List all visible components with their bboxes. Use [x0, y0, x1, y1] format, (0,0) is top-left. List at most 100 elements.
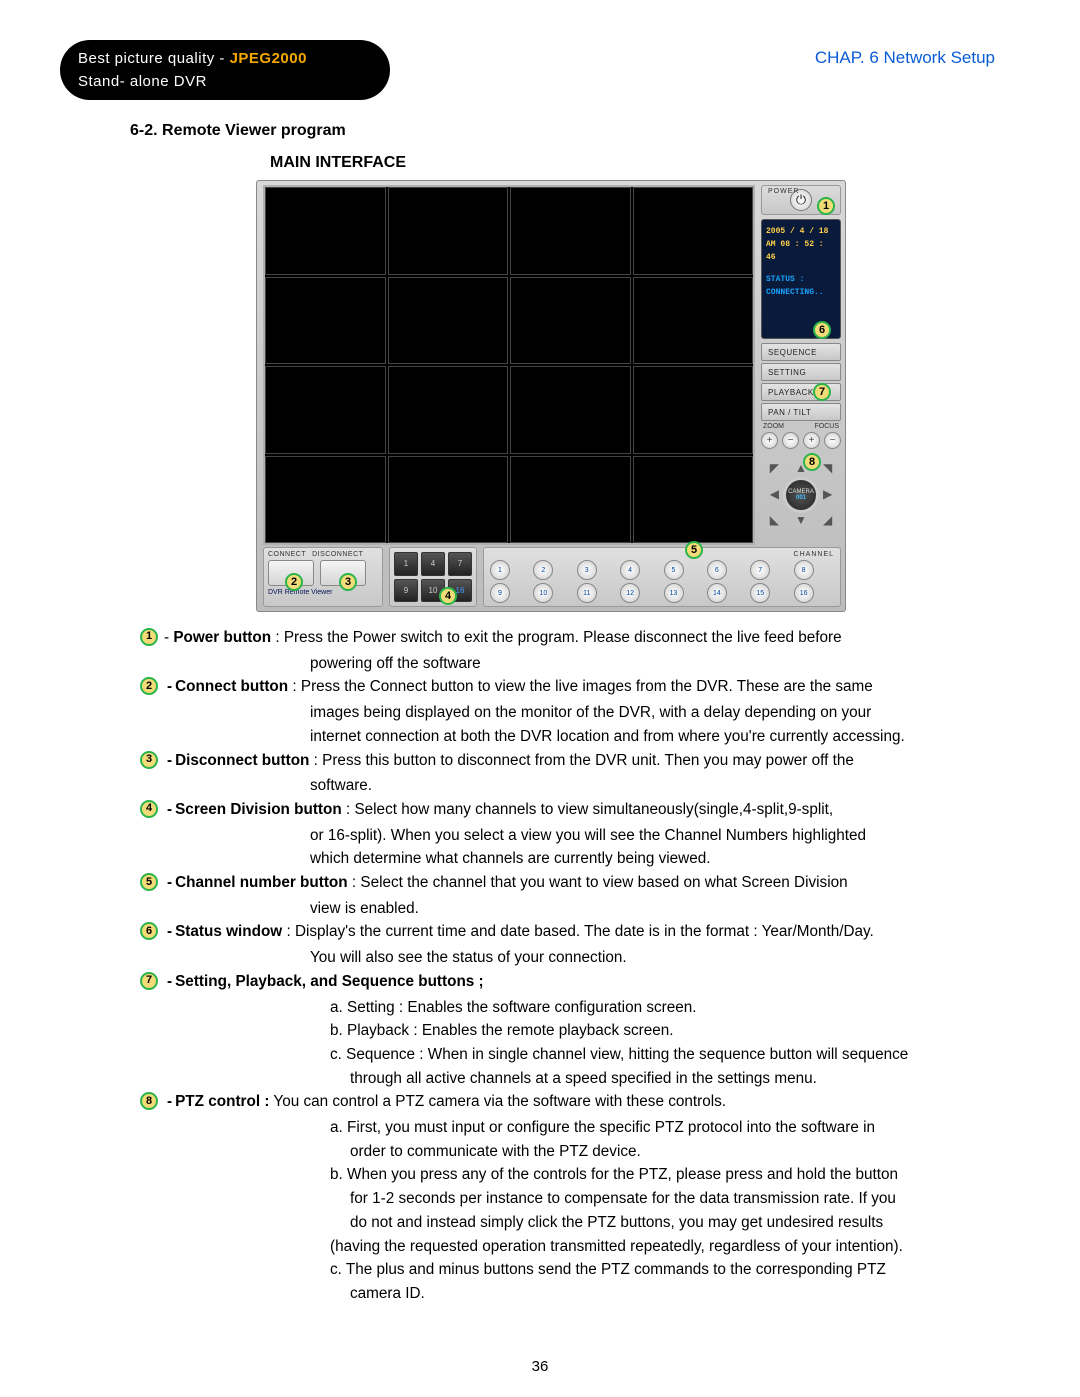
channel-5[interactable]: 5: [664, 560, 684, 580]
badge-3: 3: [140, 751, 158, 769]
side-panel: POWER ⏻ 2005 / 4 / 18 AM 08 : 52 : 46 ST…: [761, 185, 841, 545]
body-3: : Press this button to disconnect from t…: [309, 752, 853, 769]
main-interface-label: MAIN INTERFACE: [270, 154, 1020, 172]
split-4[interactable]: 4: [421, 552, 445, 576]
channel-10[interactable]: 10: [533, 583, 553, 603]
term-3: Disconnect button: [175, 752, 309, 769]
channel-3[interactable]: 3: [577, 560, 597, 580]
desc-1: 1 - Power button : Press the Power switc…: [140, 626, 970, 650]
pantilt-button[interactable]: PAN / TILT: [761, 403, 841, 421]
cont-3: software.: [310, 774, 970, 798]
header-prefix: Best picture quality -: [78, 50, 230, 67]
badge-2: 2: [140, 677, 158, 695]
term-5: Channel number button: [175, 874, 348, 891]
cont-5: view is enabled.: [310, 897, 970, 921]
cont-8b1: b. When you press any of the controls fo…: [330, 1163, 970, 1187]
badge-4: 4: [140, 800, 158, 818]
body-4: : Select how many channels to view simul…: [342, 801, 833, 818]
zoom-plus-button[interactable]: +: [761, 432, 778, 449]
cont-8a2: order to communicate with the PTZ device…: [350, 1140, 970, 1164]
channel-14[interactable]: 14: [707, 583, 727, 603]
term-2: Connect button: [175, 678, 288, 695]
cont-6: You will also see the status of your con…: [310, 946, 970, 970]
desc-3: 3 -Disconnect button : Press this button…: [140, 749, 970, 773]
split-1[interactable]: 1: [394, 552, 418, 576]
focus-plus-button[interactable]: +: [803, 432, 820, 449]
cont-7a: a. Setting : Enables the software config…: [330, 996, 970, 1020]
split-9[interactable]: 9: [394, 579, 418, 603]
term-8: PTZ control :: [175, 1093, 269, 1110]
connect-label: CONNECT: [268, 551, 306, 558]
header-pill: Best picture quality - JPEG2000 Stand- a…: [60, 40, 390, 100]
cont-8b3: do not and instead simply click the PTZ …: [350, 1211, 970, 1235]
badge-6: 6: [140, 922, 158, 940]
split-box: 1 4 7 9 10 16: [389, 547, 477, 607]
desc-8: 8 -PTZ control : You can control a PTZ c…: [140, 1090, 970, 1114]
desc-5: 5 -Channel number button : Select the ch…: [140, 871, 970, 895]
badge-8: 8: [140, 1092, 158, 1110]
badge-1: 1: [140, 628, 158, 646]
channel-8[interactable]: 8: [794, 560, 814, 580]
body-1: : Press the Power switch to exit the pro…: [271, 629, 842, 646]
badge-7: 7: [140, 972, 158, 990]
status-date: 2005 / 4 / 18: [766, 226, 836, 239]
page-number: 36: [0, 1358, 1080, 1375]
desc-6: 6 -Status window : Display's the current…: [140, 920, 970, 944]
channel-9[interactable]: 9: [490, 583, 510, 603]
channel-7[interactable]: 7: [750, 560, 770, 580]
zoom-focus-labels: ZOOM FOCUS: [761, 423, 841, 430]
callout-6: 6: [813, 321, 831, 339]
remote-viewer-screenshot: POWER ⏻ 2005 / 4 / 18 AM 08 : 52 : 46 ST…: [256, 180, 846, 612]
cont-1: powering off the software: [310, 652, 970, 676]
callout-2: 2: [285, 573, 303, 591]
setting-button[interactable]: SETTING: [761, 363, 841, 381]
body-6: : Display's the current time and date ba…: [282, 923, 874, 940]
cont-4b: which determine what channels are curren…: [310, 847, 970, 871]
cont-7b: b. Playback : Enables the remote playbac…: [330, 1019, 970, 1043]
desc-7: 7 -Setting, Playback, and Sequence butto…: [140, 970, 970, 994]
badge-5: 5: [140, 873, 158, 891]
camera-indicator: CAMERA 001: [783, 477, 819, 513]
focus-minus-button[interactable]: −: [824, 432, 841, 449]
button-stack: SEQUENCE SETTING PLAYBACK PAN / TILT: [761, 343, 841, 421]
zoom-minus-button[interactable]: −: [782, 432, 799, 449]
status-time: AM 08 : 52 : 46: [766, 239, 836, 265]
callout-7: 7: [813, 383, 831, 401]
camera-number: 001: [796, 495, 806, 501]
desc-2: 2 -Connect button : Press the Connect bu…: [140, 675, 970, 699]
desc-4: 4 -Screen Division button : Select how m…: [140, 798, 970, 822]
channel-16[interactable]: 16: [794, 583, 814, 603]
channel-2[interactable]: 2: [533, 560, 553, 580]
cont-8b2: for 1-2 seconds per instance to compensa…: [350, 1187, 970, 1211]
viewer-footer: DVR Remote Viewer: [268, 589, 378, 596]
term-4: Screen Division button: [175, 801, 342, 818]
split-7[interactable]: 7: [448, 552, 472, 576]
sequence-button[interactable]: SEQUENCE: [761, 343, 841, 361]
header-line2: Stand- alone DVR: [78, 71, 372, 92]
body-5: : Select the channel that you want to vi…: [348, 874, 848, 891]
channel-11[interactable]: 11: [577, 583, 597, 603]
callout-8: 8: [803, 453, 821, 471]
cont-4a: or 16-split). When you select a view you…: [310, 824, 970, 848]
header-jpeg: JPEG2000: [230, 50, 307, 67]
channel-box: CHANNEL 1 2 3 4 5 6 7 8 9 10 11 12 13 14: [483, 547, 841, 607]
video-grid: [263, 185, 755, 545]
channel-13[interactable]: 13: [664, 583, 684, 603]
body-8: You can control a PTZ camera via the sof…: [269, 1093, 726, 1110]
chapter-label: CHAP. 6 Network Setup: [815, 48, 995, 68]
cont-8b4: (having the requested operation transmit…: [330, 1235, 970, 1259]
connection-box: CONNECT DISCONNECT DVR Remote Viewer: [263, 547, 383, 607]
ptz-dpad[interactable]: ◤▲◥ ◀▶ ◣▼◢ CAMERA 001: [761, 455, 841, 533]
description-list: 1 - Power button : Press the Power switc…: [140, 626, 970, 1306]
channel-4[interactable]: 4: [620, 560, 640, 580]
zoom-focus-buttons: + − + −: [761, 432, 841, 449]
channel-12[interactable]: 12: [620, 583, 640, 603]
channel-1[interactable]: 1: [490, 560, 510, 580]
cont-2a: images being displayed on the monitor of…: [310, 701, 970, 725]
callout-5: 5: [685, 541, 703, 559]
channel-15[interactable]: 15: [750, 583, 770, 603]
status-label: STATUS :: [766, 274, 836, 287]
callout-1: 1: [817, 197, 835, 215]
channel-6[interactable]: 6: [707, 560, 727, 580]
status-value: CONNECTING..: [766, 287, 836, 300]
